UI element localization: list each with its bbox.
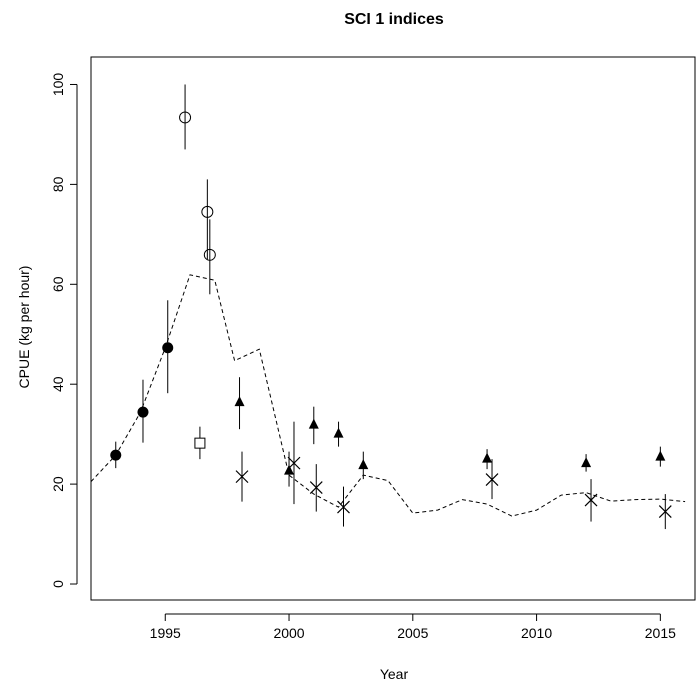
data-point [333,427,344,438]
data-point [235,470,249,484]
plot-frame [90,56,696,601]
y-tick-label: 40 [50,376,66,392]
x-axis-label: Year [380,666,409,682]
fitted-line-layer [90,274,686,517]
y-tick-label: 20 [50,476,66,492]
data-point [584,493,598,507]
x-tick-label: 1995 [150,625,181,641]
data-point [287,456,301,470]
data-point [655,450,666,461]
data-point [658,505,672,519]
data-point [308,418,319,429]
data-point [337,500,350,514]
y-tick-label: 0 [50,580,66,588]
data-point [309,481,323,495]
series-open-square [194,426,206,460]
data-point [179,111,192,124]
data-point [194,437,206,449]
x-tick-label: 2000 [273,625,304,641]
series-filled-triangle [234,377,666,487]
x-tick-label: 2005 [397,625,428,641]
x-tick-label: 2010 [521,625,552,641]
series-open-circle [179,84,216,295]
data-marks-layer [110,84,672,530]
data-point [203,248,216,261]
fitted-line [90,274,686,517]
data-point [234,396,245,407]
data-point [162,342,174,354]
y-tick-label: 100 [50,73,66,97]
data-point [110,449,122,461]
series-filled-circle [110,300,174,469]
y-tick-label: 80 [50,176,66,192]
x-tick-label: 2015 [645,625,676,641]
data-point [358,459,369,470]
y-tick-label: 60 [50,276,66,292]
data-point [482,452,493,463]
series-cross [235,421,672,530]
chart-title: SCI 1 indices [344,11,444,28]
data-point [284,464,295,475]
y-axis-label: CPUE (kg per hour) [16,266,32,389]
data-point [201,205,214,218]
axes: 0 20 40 60 80 100 1995 2000 2005 2010 2015 [50,73,676,641]
data-point [581,457,592,468]
data-point [485,473,499,487]
data-point [137,406,149,418]
